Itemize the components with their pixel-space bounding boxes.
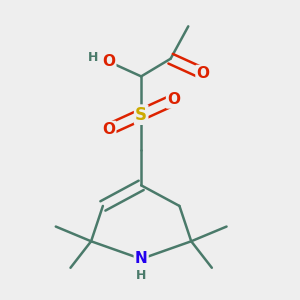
Text: N: N	[135, 251, 148, 266]
Text: H: H	[87, 51, 98, 64]
Text: O: O	[102, 54, 115, 69]
Text: H: H	[136, 268, 146, 282]
Text: O: O	[167, 92, 180, 107]
Text: O: O	[102, 122, 115, 137]
Text: S: S	[135, 106, 147, 124]
Text: O: O	[196, 66, 209, 81]
